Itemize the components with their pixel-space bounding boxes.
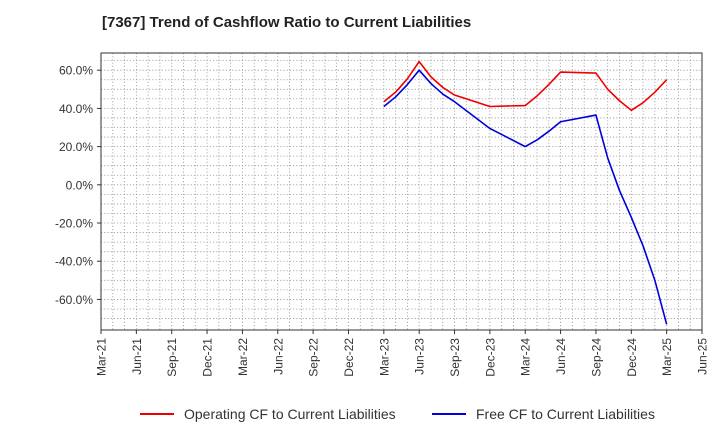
- y-tick-label: -40.0%: [55, 255, 93, 269]
- x-tick-label: Mar-24: [519, 338, 533, 376]
- y-tick-label: 40.0%: [59, 102, 93, 116]
- y-tick-label: -60.0%: [55, 293, 93, 307]
- plot-area-frame: [100, 52, 703, 331]
- x-tick-label: Mar-25: [660, 338, 674, 376]
- legend-swatch-blue: [432, 413, 466, 415]
- series-line-operating-cf: [383, 60, 668, 112]
- series-line-free-cf: [383, 69, 668, 325]
- x-tick-label: Jun-21: [130, 338, 144, 375]
- x-tick-label: Jun-23: [413, 338, 427, 375]
- series-layer: [383, 60, 668, 325]
- grid: [100, 53, 703, 330]
- x-tick-label: Mar-22: [236, 338, 250, 376]
- x-tick-label: Sep-23: [448, 338, 462, 377]
- x-tick-label: Dec-23: [483, 338, 497, 377]
- y-tick-label: 60.0%: [59, 64, 93, 78]
- chart-title: [7367] Trend of Cashflow Ratio to Curren…: [102, 14, 472, 31]
- x-tick-label: Jun-22: [271, 338, 285, 375]
- legend-swatch-red: [140, 413, 174, 415]
- y-tick-label: -20.0%: [55, 217, 93, 231]
- x-tick-label: Dec-21: [201, 338, 215, 377]
- y-tick-label: 20.0%: [59, 140, 93, 154]
- legend-label-free-cf: Free CF to Current Liabilities: [476, 406, 655, 422]
- legend-label-operating-cf: Operating CF to Current Liabilities: [184, 406, 396, 422]
- legend-item-free-cf: Free CF to Current Liabilities: [432, 404, 655, 424]
- x-tick-label: Mar-21: [95, 338, 109, 376]
- x-tick-label: Sep-24: [589, 338, 603, 377]
- x-tick-label: Sep-21: [165, 338, 179, 377]
- x-tick-label: Mar-23: [377, 338, 391, 376]
- y-tick-label: 0.0%: [66, 178, 94, 192]
- x-tick-label: Dec-22: [342, 338, 356, 377]
- x-tick-label: Jun-24: [554, 338, 568, 375]
- x-tick-label: Jun-25: [696, 338, 710, 375]
- x-tick-label: Dec-24: [625, 338, 639, 377]
- legend-item-operating-cf: Operating CF to Current Liabilities: [140, 404, 396, 424]
- axes: 60.0% 40.0% 20.0% 0.0% -20.0% -40.0% -60.0% Mar…: [55, 52, 710, 377]
- x-tick-label: Sep-22: [307, 338, 321, 377]
